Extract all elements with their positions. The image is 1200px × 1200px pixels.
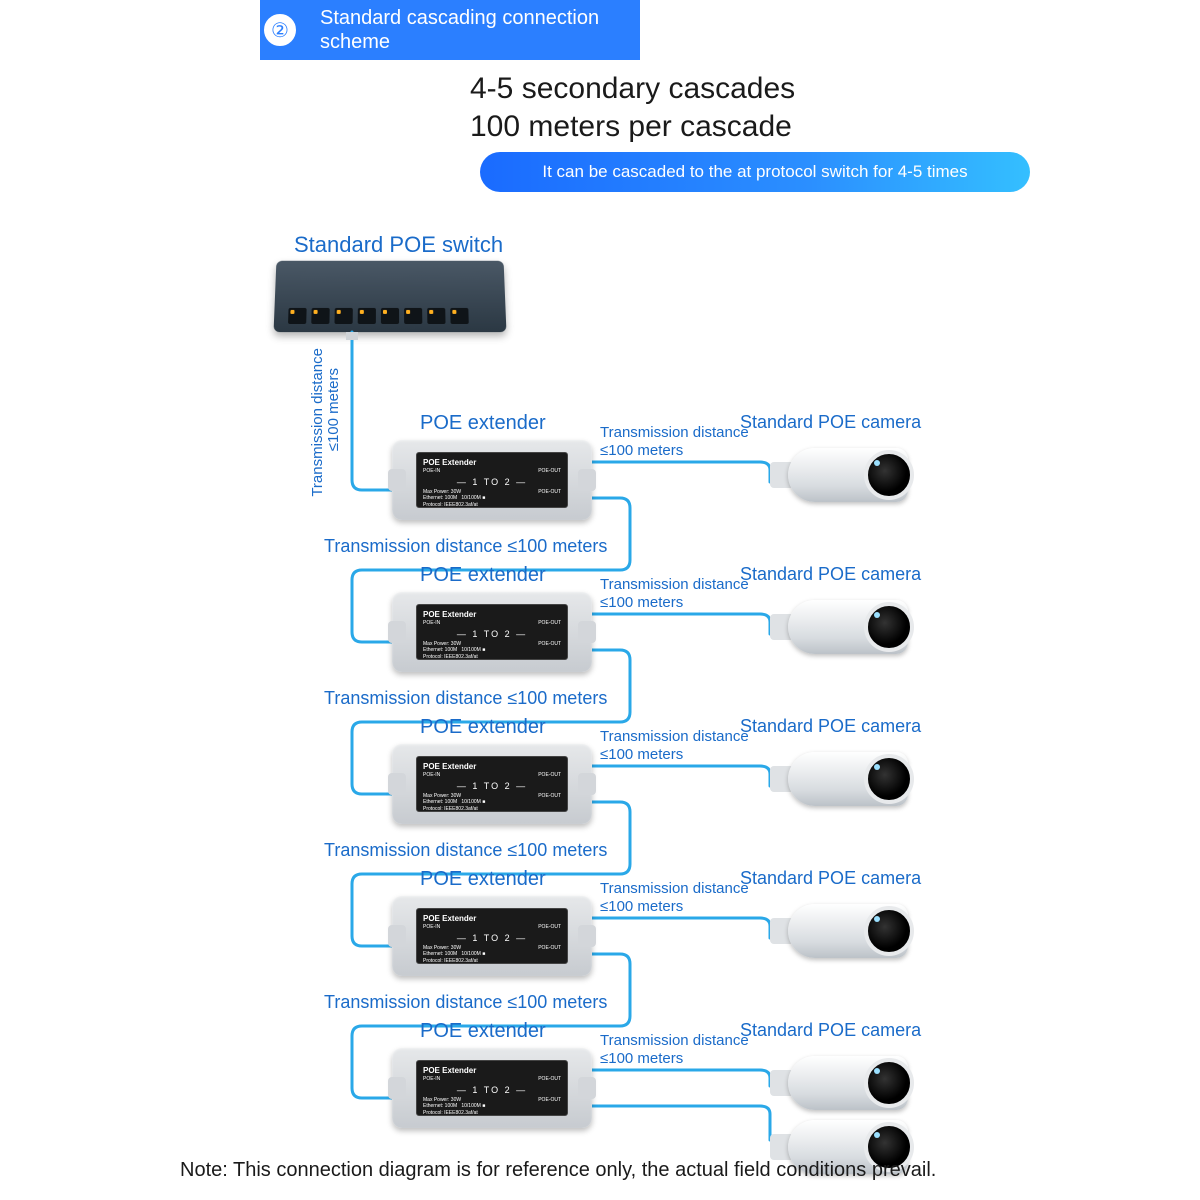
distance-to-camera-label: Transmission distance≤100 meters (600, 880, 749, 916)
poe-extender: POE Extender POE-INPOE-OUT — 1 TO 2 — Ma… (392, 592, 592, 672)
port-icon (311, 308, 330, 324)
footnote: Note: This connection diagram is for ref… (180, 1159, 936, 1182)
extender-label: POE extender (420, 868, 546, 891)
extender-lug (388, 469, 406, 491)
extender-label: POE extender (420, 1020, 546, 1043)
extender-lug (578, 1077, 596, 1099)
camera-label: Standard POE camera (740, 564, 921, 585)
camera-lens-icon (864, 906, 914, 956)
camera-body (788, 600, 908, 654)
badge-number: ② (271, 18, 289, 43)
cascade-distance-label: Transmission distance ≤100 meters (324, 688, 607, 709)
cascade-distance-label: Transmission distance ≤100 meters (324, 992, 607, 1013)
poe-extender: POE Extender POE-INPOE-OUT — 1 TO 2 — Ma… (392, 896, 592, 976)
extender-lug (388, 621, 406, 643)
extender-lug (578, 621, 596, 643)
panel-mid: — 1 TO 2 — (423, 933, 561, 945)
port-icon (404, 308, 422, 324)
extender-lug (578, 773, 596, 795)
camera-body (788, 448, 908, 502)
extender-panel: POE Extender POE-INPOE-OUT — 1 TO 2 — Ma… (416, 604, 568, 660)
cascade-distance-label: Transmission distance ≤100 meters (324, 536, 607, 557)
poe-camera (770, 904, 920, 966)
headline-2: 100 meters per cascade (470, 110, 792, 144)
cascade-distance-label: Transmission distance ≤100 meters (324, 840, 607, 861)
extender-label: POE extender (420, 716, 546, 739)
pill-text: It can be cascaded to the at protocol sw… (542, 162, 967, 182)
camera-label: Standard POE camera (740, 1020, 921, 1041)
distance-to-camera-label: Transmission distance≤100 meters (600, 576, 749, 612)
switch-label: Standard POE switch (294, 232, 503, 258)
extender-panel: POE Extender POE-INPOE-OUT — 1 TO 2 — Ma… (416, 452, 568, 508)
poe-camera (770, 448, 920, 510)
port-icon (288, 308, 307, 324)
poe-switch (274, 261, 507, 332)
header-title: Standard cascading connection scheme (320, 6, 640, 54)
info-pill: It can be cascaded to the at protocol sw… (480, 152, 1030, 192)
extender-lug (578, 469, 596, 491)
camera-body (788, 1056, 908, 1110)
distance-to-camera-label: Transmission distance≤100 meters (600, 424, 749, 460)
panel-title: POE Extender (423, 914, 561, 924)
poe-camera (770, 1056, 920, 1118)
port-icon (334, 308, 352, 324)
panel-title: POE Extender (423, 610, 561, 620)
vertical-distance-label-2: ≤100 meters (326, 368, 343, 451)
header-bar: Standard cascading connection scheme (260, 0, 640, 60)
extender-panel: POE Extender POE-INPOE-OUT — 1 TO 2 — Ma… (416, 908, 568, 964)
extender-lug (388, 773, 406, 795)
camera-lens-icon (864, 1058, 914, 1108)
distance-to-camera-label: Transmission distance≤100 meters (600, 1032, 749, 1068)
camera-lens-icon (864, 602, 914, 652)
panel-title: POE Extender (423, 1066, 561, 1076)
distance-to-camera-label: Transmission distance≤100 meters (600, 728, 749, 764)
panel-mid: — 1 TO 2 — (423, 781, 561, 793)
poe-camera (770, 752, 920, 814)
headline-1: 4-5 secondary cascades (470, 72, 795, 106)
poe-extender: POE Extender POE-INPOE-OUT — 1 TO 2 — Ma… (392, 744, 592, 824)
extender-lug (388, 1077, 406, 1099)
extender-panel: POE Extender POE-INPOE-OUT — 1 TO 2 — Ma… (416, 756, 568, 812)
camera-lens-icon (864, 754, 914, 804)
panel-mid: — 1 TO 2 — (423, 477, 561, 489)
extender-label: POE extender (420, 564, 546, 587)
switch-ports (288, 308, 469, 324)
camera-lens-icon (864, 450, 914, 500)
camera-body (788, 904, 908, 958)
extender-lug (578, 925, 596, 947)
camera-body (788, 752, 908, 806)
extender-panel: POE Extender POE-INPOE-OUT — 1 TO 2 — Ma… (416, 1060, 568, 1116)
poe-camera (770, 600, 920, 662)
port-icon (381, 308, 399, 324)
port-icon (450, 308, 469, 324)
port-icon (358, 308, 376, 324)
poe-extender: POE Extender POE-INPOE-OUT — 1 TO 2 — Ma… (392, 440, 592, 520)
extender-lug (388, 925, 406, 947)
camera-label: Standard POE camera (740, 868, 921, 889)
extender-label: POE extender (420, 412, 546, 435)
panel-mid: — 1 TO 2 — (423, 629, 561, 641)
camera-label: Standard POE camera (740, 412, 921, 433)
panel-mid: — 1 TO 2 — (423, 1085, 561, 1097)
panel-title: POE Extender (423, 458, 561, 468)
camera-label: Standard POE camera (740, 716, 921, 737)
port-icon (427, 308, 445, 324)
header-badge: ② (262, 12, 298, 48)
panel-title: POE Extender (423, 762, 561, 772)
poe-extender: POE Extender POE-INPOE-OUT — 1 TO 2 — Ma… (392, 1048, 592, 1128)
